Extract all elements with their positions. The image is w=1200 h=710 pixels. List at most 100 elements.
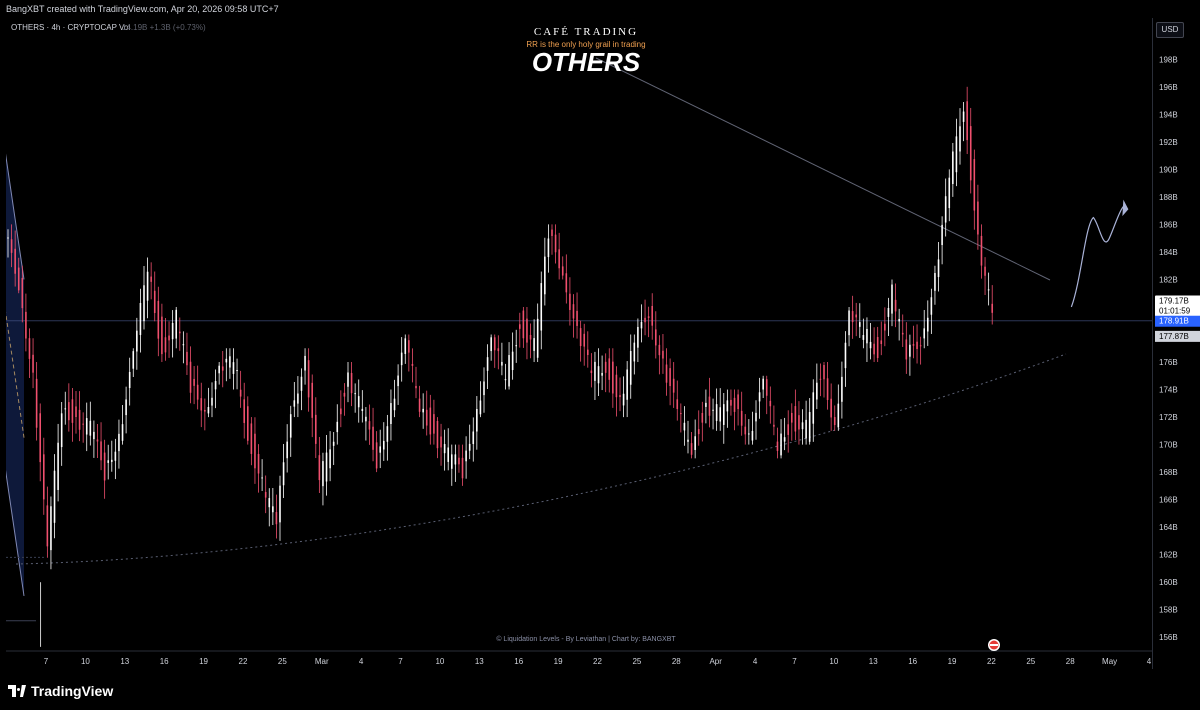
candle: [501, 361, 503, 366]
candle: [991, 303, 994, 313]
candle: [833, 417, 836, 426]
watermark-credit: © Liquidation Levels - By Leviathan | Ch…: [496, 635, 676, 643]
candle: [7, 237, 9, 239]
price-chart[interactable]: 7 10 13 16 19 22 25 Mar 4 7 10 13 16 19 22 25 28 Apr 4 7 10 1…: [6, 18, 1152, 669]
candle: [898, 318, 900, 322]
candle: [386, 426, 389, 442]
candle: [50, 506, 52, 551]
candle: [150, 276, 152, 282]
candle: [672, 378, 675, 393]
price-axis[interactable]: 200B198B196B194B192B190B188B186B184B182B…: [1152, 18, 1200, 669]
candle: [139, 302, 142, 335]
candle: [987, 289, 990, 291]
candle: [275, 512, 278, 525]
candle: [39, 413, 42, 463]
candle: [705, 402, 707, 407]
candle: [268, 498, 271, 508]
candle: [787, 424, 790, 435]
channel-fill: [6, 156, 24, 596]
candle: [447, 447, 450, 462]
candle: [393, 398, 396, 411]
candle: [554, 234, 557, 253]
candle: [35, 378, 38, 428]
candle: [354, 393, 356, 395]
candle: [60, 413, 63, 448]
candle: [586, 349, 589, 356]
candle: [196, 384, 199, 400]
time-tick-label: 22: [987, 657, 996, 666]
candle: [526, 318, 528, 343]
candle: [529, 334, 532, 340]
time-tick-label: Apr: [709, 657, 722, 666]
candle: [125, 399, 127, 416]
candle: [637, 326, 639, 348]
candle: [486, 357, 489, 371]
candle: [232, 362, 235, 374]
watermark-title: OTHERS: [532, 47, 641, 77]
candle: [536, 318, 539, 358]
price-tick-label: 188B: [1159, 193, 1178, 202]
time-tick-label: Mar: [315, 657, 329, 666]
candle: [866, 328, 868, 344]
time-tick-label: 19: [948, 657, 957, 666]
volume-legend: 14.19B +1.3B (+0.73%): [122, 23, 206, 32]
projection-arrowhead: [1122, 199, 1129, 217]
candle: [901, 332, 904, 335]
candle: [153, 290, 156, 314]
symbol-legend: OTHERS · 4h · CRYPTOCAP Vol: [11, 23, 130, 32]
candle: [769, 400, 772, 407]
candle: [229, 356, 231, 368]
candle: [558, 249, 560, 269]
candle: [712, 409, 714, 411]
candle: [340, 408, 342, 415]
candle: [118, 433, 120, 452]
candle: [969, 126, 972, 181]
candle: [433, 414, 435, 434]
time-tick-label: 7: [398, 657, 403, 666]
candle: [404, 338, 407, 354]
currency-badge[interactable]: USD: [1156, 22, 1184, 38]
candle: [740, 410, 743, 426]
candle: [343, 392, 346, 397]
candle: [862, 335, 865, 340]
candle: [68, 402, 70, 421]
candle: [21, 277, 24, 309]
candle: [314, 414, 317, 444]
candle: [10, 239, 13, 253]
candle: [214, 380, 217, 390]
candle: [458, 457, 460, 465]
candle: [221, 366, 224, 371]
candle: [476, 409, 478, 432]
price-tick-label: 192B: [1159, 138, 1178, 147]
candle: [816, 382, 818, 400]
candle: [973, 159, 976, 211]
candle: [425, 409, 428, 426]
candle: [508, 355, 510, 387]
chart-area[interactable]: 7 10 13 16 19 22 25 Mar 4 7 10 13 16 19 22 25 28 Apr 4 7 10 1…: [6, 18, 1152, 669]
candle: [737, 394, 739, 410]
price-tick-label: 164B: [1159, 523, 1178, 532]
countdown-timer: 01:01:59: [1159, 306, 1191, 315]
price-tick-label: 194B: [1159, 110, 1178, 119]
candle: [730, 399, 732, 406]
candle: [289, 414, 292, 438]
candle: [332, 441, 335, 446]
price-tick-label: 172B: [1159, 413, 1178, 422]
time-tick-label: 7: [792, 657, 797, 666]
candle: [175, 309, 178, 339]
candle: [128, 371, 131, 389]
time-tick-label: 25: [632, 657, 641, 666]
candle: [372, 426, 374, 450]
candle: [626, 369, 628, 400]
candle: [361, 408, 364, 412]
candle: [493, 337, 496, 351]
tradingview-logo[interactable]: TradingView: [8, 683, 113, 699]
candle: [826, 378, 829, 401]
event-icon: [988, 639, 1000, 651]
candle: [601, 372, 603, 376]
candle: [261, 477, 263, 479]
candle: [143, 285, 145, 322]
candle: [297, 393, 299, 404]
candle: [293, 400, 296, 407]
